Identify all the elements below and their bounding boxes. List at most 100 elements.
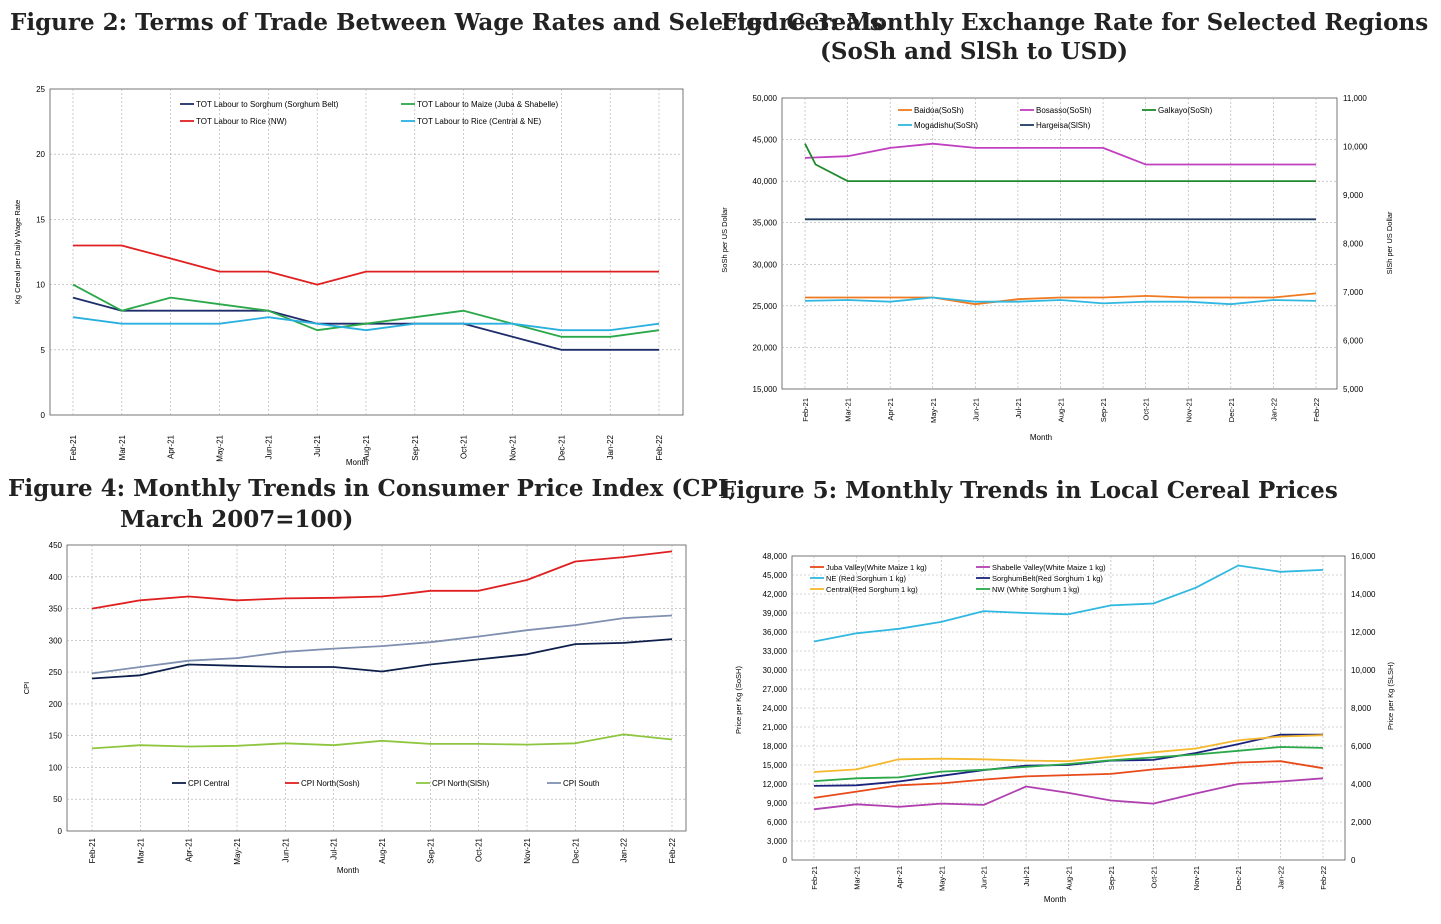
fig3-x-tick-label: Oct-21 (1142, 398, 1151, 421)
fig3-x-tick-label: Sep-21 (1099, 398, 1108, 422)
fig4-x-tick-label: May-21 (233, 837, 242, 864)
fig4-y-tick-label: 100 (49, 763, 63, 772)
fig3-legend-label: Baidoa(SoSh) (914, 106, 964, 115)
fig3-x-tick-label: Jun-21 (971, 398, 980, 421)
fig2-y-tick-label: 15 (36, 215, 45, 224)
fig4-x-tick-label: Mar-21 (136, 837, 145, 863)
fig3-x-tick-label: Dec-21 (1227, 398, 1236, 422)
fig5-series-line-1 (813, 777, 1324, 811)
fig3-y-right-tick-label: 5,000 (1343, 385, 1364, 394)
fig2-series-line-3 (72, 316, 660, 332)
fig3-y-tick-label: 20,000 (753, 343, 778, 352)
fig5-y-tick-label: 42,000 (763, 590, 788, 599)
fig5-y-right-axis-label: Price per Kg (SLSH) (1386, 662, 1395, 730)
fig2-legend-label: TOT Labour to Maize (Juba & Shabelle) (417, 100, 558, 109)
fig5-y-right-tick-label: 8,000 (1351, 704, 1372, 713)
fig5-y-right-tick-label: 10,000 (1351, 666, 1376, 675)
fig3-legend: Baidoa(SoSh) Bosasso(SoSh) Galkayo(SoSh) Mo… (898, 106, 1213, 130)
fig5-y-tick-label: 30,000 (763, 666, 788, 675)
fig3-y-right-tick-label: 11,000 (1343, 94, 1367, 103)
fig5-y-right-tick-label: 12,000 (1351, 628, 1376, 637)
fig5-y-axis-label: Price per Kg (SoSH) (734, 666, 743, 734)
fig5-y-right-tick-label: 14,000 (1351, 590, 1376, 599)
fig2-x-tick-label: Nov-21 (509, 434, 518, 460)
fig5-y-tick-label: 24,000 (763, 704, 788, 713)
fig3-x-axis-label: Month (1030, 433, 1052, 442)
fig3-y-right-tick-label: 9,000 (1343, 191, 1364, 200)
fig3-chart: Feb-21 Mar-21 Apr-21 May-21 Jun-21 Jul-21 Aug-… (720, 94, 1394, 442)
figure-2-title: Figure 2: Terms of Trade Between Wage Ra… (10, 9, 883, 36)
fig4-x-tick-label: Nov-21 (523, 837, 532, 863)
fig4-x-tick-label: Dec-21 (571, 837, 580, 863)
fig3-y-tick-label: 50,000 (753, 94, 778, 103)
fig5-x-tick-label: Jul-21 (1022, 866, 1031, 886)
fig5-y-tick-label: 21,000 (763, 723, 788, 732)
fig4-x-axis-label: Month (337, 866, 359, 875)
fig5-y-right-tick-label: 4,000 (1351, 780, 1372, 789)
fig5-x-tick-label: Feb-21 (810, 866, 819, 890)
figure-4-subtitle: March 2007=100) (120, 506, 354, 533)
fig4-x-tick-label: Jun-21 (281, 837, 290, 862)
fig2-plot-frame (49, 88, 684, 416)
figure-3-title: Figure 3: Monthly Exchange Rate for Sele… (721, 9, 1429, 36)
fig5-x-tick-label: Jun-21 (980, 866, 989, 889)
fig4-y-tick-label: 350 (49, 605, 63, 614)
fig5-legend-label: Shabelle Valley(White Maize 1 kg) (992, 563, 1106, 572)
fig2-y-tick-label: 20 (36, 150, 45, 159)
figure-3-subtitle: (SoSh and SlSh to USD) (820, 38, 1129, 65)
fig3-legend-label: Hargeisa(SlSh) (1036, 121, 1091, 130)
fig5-x-tick-label: Apr-21 (895, 866, 904, 889)
fig4-y-tick-label: 250 (49, 668, 63, 677)
fig2-legend-label: TOT Labour to Rice (NW) (196, 117, 287, 126)
fig3-x-tick-label: Feb-21 (801, 398, 810, 422)
fig3-y-tick-label: 45,000 (753, 136, 778, 145)
fig5-x-tick-label: Nov-21 (1192, 866, 1201, 890)
fig5-y-tick-label: 39,000 (763, 609, 788, 618)
fig2-x-tick-label: Sep-21 (411, 434, 420, 460)
fig3-y-tick-label: 15,000 (753, 385, 778, 394)
fig2-x-tick-label: Feb-21 (69, 434, 78, 460)
fig3-series-line-2 (804, 143, 1316, 183)
fig4-chart: Feb-21 Mar-21 Apr-21 May-21 Jun-21 Jul-21 Aug-… (22, 541, 687, 875)
fig3-series-line-0 (805, 292, 1317, 306)
fig5-y-tick-label: 9,000 (767, 799, 788, 808)
fig2-y-tick-label: 10 (36, 281, 45, 290)
fig5-x-tick-label: Jan-22 (1277, 866, 1286, 889)
fig3-y-right-tick-label: 6,000 (1343, 337, 1364, 346)
fig3-x-tick-label: Mar-21 (844, 398, 853, 422)
fig2-series-line-1 (72, 283, 660, 338)
fig3-x-tick-label: Feb-22 (1312, 398, 1321, 422)
fig4-y-tick-label: 450 (49, 541, 63, 550)
figure-5-title: Figure 5: Monthly Trends in Local Cereal… (720, 477, 1338, 504)
fig4-x-tick-label: Jan-22 (620, 837, 629, 862)
fig3-y-tick-label: 35,000 (753, 219, 778, 228)
fig2-y-tick-label: 5 (41, 346, 46, 355)
fig3-legend-label: Mogadishu(SoSh) (914, 121, 978, 130)
fig2-x-tick-label: Aug-21 (362, 434, 371, 460)
fig3-y-right-axis-label: SlSh per US Dollar (1385, 211, 1394, 274)
fig2-x-tick-label: Oct-21 (460, 434, 469, 459)
fig3-x-tick-label: Jul-21 (1014, 398, 1023, 418)
fig3-legend-label: Galkayo(SoSh) (1158, 106, 1213, 115)
fig5-y-tick-label: 45,000 (763, 571, 788, 580)
fig5-legend-label: Central(Red Sorghum 1 kg) (826, 585, 918, 594)
fig2-x-tick-label: Mar-21 (118, 434, 127, 460)
fig2-legend: TOT Labour to Sorghum (Sorghum Belt) TOT … (180, 100, 558, 126)
fig2-x-tick-label: Jan-22 (606, 434, 615, 459)
fig2-chart: Feb-21 Mar-21 Apr-21 May-21 Jun-21 Jul-21 Aug-… (13, 85, 684, 467)
fig4-series-line-1 (91, 550, 673, 610)
fig4-y-tick-label: 0 (58, 827, 63, 836)
fig5-legend-label: SorghumBelt(Red Sorghum 1 kg) (992, 574, 1103, 583)
fig5-series-line-2 (813, 564, 1324, 643)
fig2-series-line-2 (73, 244, 659, 286)
fig2-x-tick-label: Jul-21 (313, 434, 322, 456)
fig4-y-axis-label: CPI (22, 682, 31, 695)
fig5-x-tick-label: May-21 (937, 866, 946, 891)
fig2-x-tick-label: Jun-21 (264, 434, 273, 459)
fig5-legend-label: NW (White Sorghum 1 kg) (992, 585, 1080, 594)
fig4-y-tick-label: 50 (53, 795, 62, 804)
fig3-legend-label: Bosasso(SoSh) (1036, 106, 1092, 115)
fig4-plot-frame (66, 544, 687, 832)
fig2-x-axis-label: Month (346, 458, 368, 467)
